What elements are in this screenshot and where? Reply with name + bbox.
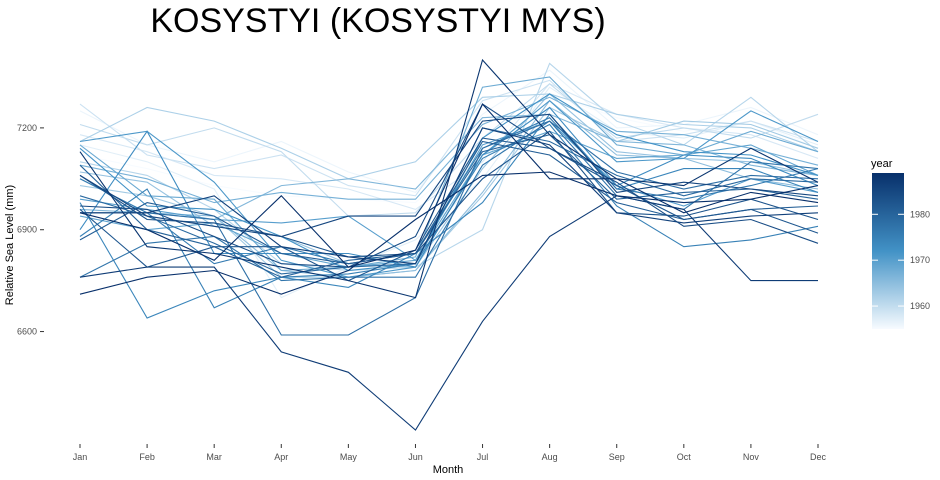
series-line-1960-5 [79, 83, 819, 217]
y-tick-label-6600: 6600 [17, 327, 37, 337]
legend-title: year [871, 158, 893, 170]
series-line-1958-3 [79, 83, 819, 211]
series-line-1957-2 [79, 86, 819, 299]
x-tick-label-nov: Nov [743, 452, 760, 462]
x-tick-label-jul: Jul [477, 452, 489, 462]
series-line-1964-9 [79, 93, 819, 268]
y-tick-label-6900: 6900 [17, 225, 37, 235]
series-line-1975-20 [79, 123, 819, 309]
y-axis-title: Relative Sea Level (mm) [4, 185, 16, 305]
series-line-1989-34 [79, 103, 819, 268]
series-line-1985-30 [79, 113, 819, 238]
series-line-1989-35 [79, 171, 819, 295]
legend-tick-label-1980: 1980 [910, 209, 930, 219]
series-line-1980-25 [79, 134, 819, 278]
series-line-1967-12 [79, 96, 819, 204]
x-tick-label-dec: Dec [810, 452, 827, 462]
series-line-1988-33 [79, 58, 819, 299]
x-tick-label-jun: Jun [408, 452, 423, 462]
x-tick-label-apr: Apr [274, 452, 288, 462]
series-layer [79, 58, 819, 431]
series-line-1978-23 [80, 120, 819, 336]
x-tick-label-oct: Oct [677, 452, 692, 462]
x-tick-label-sep: Sep [609, 452, 625, 462]
series-line-1959-4 [79, 79, 819, 197]
legend-ticks: 1960 1970 1980 [872, 209, 930, 311]
x-tick-label-jan: Jan [73, 452, 88, 462]
series-line-1963-8 [79, 106, 819, 278]
x-axis: Jan Feb Mar Apr May Jun Jul Aug Sep Oct Nov Dec [73, 444, 827, 462]
series-line-1962-7 [79, 93, 819, 180]
series-line-1977-22 [79, 120, 819, 282]
y-tick-label-7200: 7200 [17, 123, 37, 133]
legend-tick-label-1960: 1960 [910, 301, 930, 311]
x-tick-label-aug: Aug [542, 452, 558, 462]
series-line-1987-32 [79, 195, 818, 431]
x-tick-label-mar: Mar [206, 452, 222, 462]
series-line-1984-29 [79, 103, 819, 268]
series-line-1965-10 [79, 99, 819, 278]
color-legend: year 1960 1970 1980 [871, 158, 930, 329]
x-tick-label-may: May [340, 452, 358, 462]
chart-title: KOSYSTYI (KOSYSTYI MYS) [150, 2, 605, 40]
x-axis-title: Month [433, 464, 464, 476]
x-tick-label-feb: Feb [139, 452, 155, 462]
series-line-1969-14 [79, 130, 819, 268]
legend-tick-label-1970: 1970 [910, 255, 930, 265]
series-line-1983-28 [79, 130, 819, 258]
series-line-1982-27 [79, 137, 819, 282]
y-axis: 6600 6900 7200 [17, 123, 44, 337]
series-line-1974-19 [79, 113, 819, 319]
legend-color-bar [872, 173, 904, 329]
